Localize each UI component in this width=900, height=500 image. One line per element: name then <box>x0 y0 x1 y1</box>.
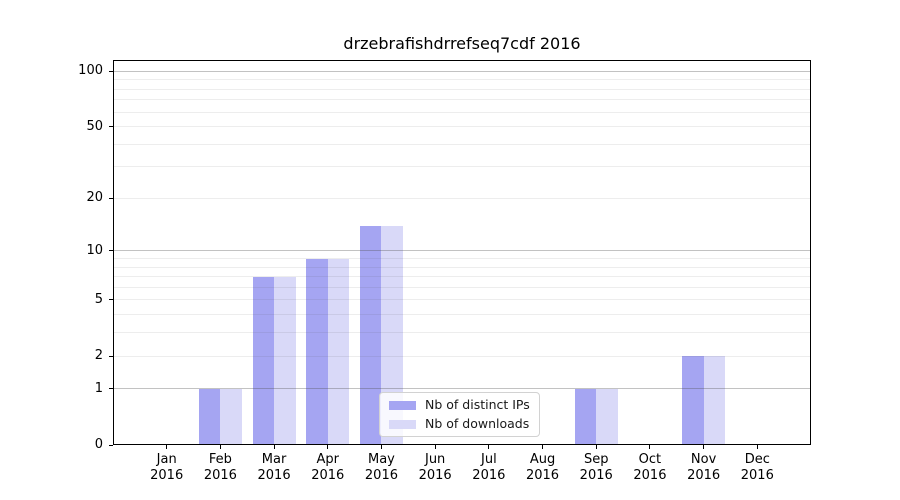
x-label-month: Dec <box>744 452 770 467</box>
y-tick-50 <box>109 126 113 128</box>
y-label-0: 0 <box>94 437 103 452</box>
x-label-month: Aug <box>529 452 556 467</box>
y-tick-2 <box>109 355 113 357</box>
x-label-year: 2016 <box>150 467 184 483</box>
x-label-jan: Jan 2016 <box>134 452 200 483</box>
x-label-jul: Jul 2016 <box>456 452 522 483</box>
x-label-year: 2016 <box>257 467 291 483</box>
x-tick-jul <box>488 445 490 449</box>
y-tick-0 <box>109 444 113 446</box>
bar-distinct-ips-mar <box>252 276 275 445</box>
x-tick-dec <box>756 445 758 449</box>
x-label-nov: Nov 2016 <box>671 452 737 483</box>
x-label-may: May 2016 <box>348 452 414 483</box>
bar-distinct-ips-sep <box>574 388 597 445</box>
x-label-month: Jul <box>481 452 497 467</box>
x-tick-sep <box>595 445 597 449</box>
x-label-mar: Mar 2016 <box>241 452 307 483</box>
bar-distinct-ips-apr <box>306 258 328 445</box>
legend-swatch-distinct-ips <box>389 400 416 410</box>
bar-distinct-ips-feb <box>198 388 221 445</box>
bars-layer <box>113 60 811 445</box>
legend-item-distinct-ips: Nb of distinct IPs <box>389 398 530 412</box>
legend-label-distinct-ips: Nb of distinct IPs <box>425 397 530 412</box>
x-label-year: 2016 <box>311 467 345 483</box>
x-tick-nov <box>703 445 705 449</box>
x-label-month: Sep <box>583 452 609 467</box>
x-label-dec: Dec 2016 <box>724 452 790 483</box>
legend-swatch-downloads <box>389 419 416 429</box>
bar-downloads-mar <box>274 276 296 445</box>
y-tick-100 <box>109 70 113 72</box>
x-label-year: 2016 <box>418 467 452 483</box>
x-label-sep: Sep 2016 <box>563 452 629 483</box>
x-label-year: 2016 <box>740 467 774 483</box>
x-label-year: 2016 <box>203 467 237 483</box>
x-tick-apr <box>327 445 329 449</box>
y-label-20: 20 <box>86 190 103 206</box>
x-tick-aug <box>542 445 544 449</box>
x-label-year: 2016 <box>525 467 560 483</box>
x-label-aug: Aug 2016 <box>510 452 576 483</box>
x-label-month: Jan <box>156 452 177 467</box>
x-tick-mar <box>273 445 275 449</box>
y-label-50: 50 <box>86 118 103 134</box>
x-label-year: 2016 <box>364 467 398 483</box>
x-tick-feb <box>219 445 221 449</box>
x-tick-jan <box>166 445 168 449</box>
x-tick-jun <box>434 445 436 449</box>
legend: Nb of distinct IPs Nb of downloads <box>379 392 540 437</box>
y-label-2: 2 <box>94 348 103 364</box>
bar-downloads-sep <box>596 388 618 445</box>
bar-distinct-ips-nov <box>682 356 704 445</box>
x-label-month: Nov <box>690 452 717 467</box>
x-label-jun: Jun 2016 <box>402 452 468 483</box>
legend-label-downloads: Nb of downloads <box>425 416 530 431</box>
x-label-month: Jun <box>424 452 446 467</box>
bar-downloads-apr <box>327 258 350 445</box>
y-label-5: 5 <box>94 291 103 307</box>
x-label-month: Oct <box>638 452 662 467</box>
y-label-10: 10 <box>86 242 103 258</box>
x-tick-oct <box>649 445 651 449</box>
plot-area: Nb of distinct IPs Nb of downloads <box>113 60 811 445</box>
y-tick-5 <box>109 299 113 301</box>
x-label-year: 2016 <box>687 467 721 483</box>
x-label-month: Feb <box>208 452 232 467</box>
y-label-1: 1 <box>94 380 103 396</box>
legend-item-downloads: Nb of downloads <box>389 417 530 431</box>
y-tick-1 <box>109 388 113 390</box>
y-tick-10 <box>109 250 113 252</box>
x-label-year: 2016 <box>633 467 667 483</box>
x-label-month: Mar <box>261 452 287 467</box>
x-label-apr: Apr 2016 <box>295 452 361 483</box>
bar-downloads-nov <box>703 356 726 445</box>
x-label-feb: Feb 2016 <box>187 452 253 483</box>
x-label-month: May <box>368 452 395 467</box>
bar-downloads-feb <box>220 388 242 445</box>
bar-distinct-ips-may <box>359 225 382 445</box>
x-label-oct: Oct 2016 <box>617 452 683 483</box>
chart-title: drzebrafishdrrefseq7cdf 2016 <box>343 34 581 53</box>
x-label-year: 2016 <box>472 467 506 483</box>
bar-downloads-may <box>381 225 403 445</box>
y-label-100: 100 <box>78 63 103 79</box>
y-tick-20 <box>109 197 113 199</box>
x-label-year: 2016 <box>579 467 613 483</box>
x-label-month: Apr <box>316 452 340 467</box>
x-tick-may <box>380 445 382 449</box>
